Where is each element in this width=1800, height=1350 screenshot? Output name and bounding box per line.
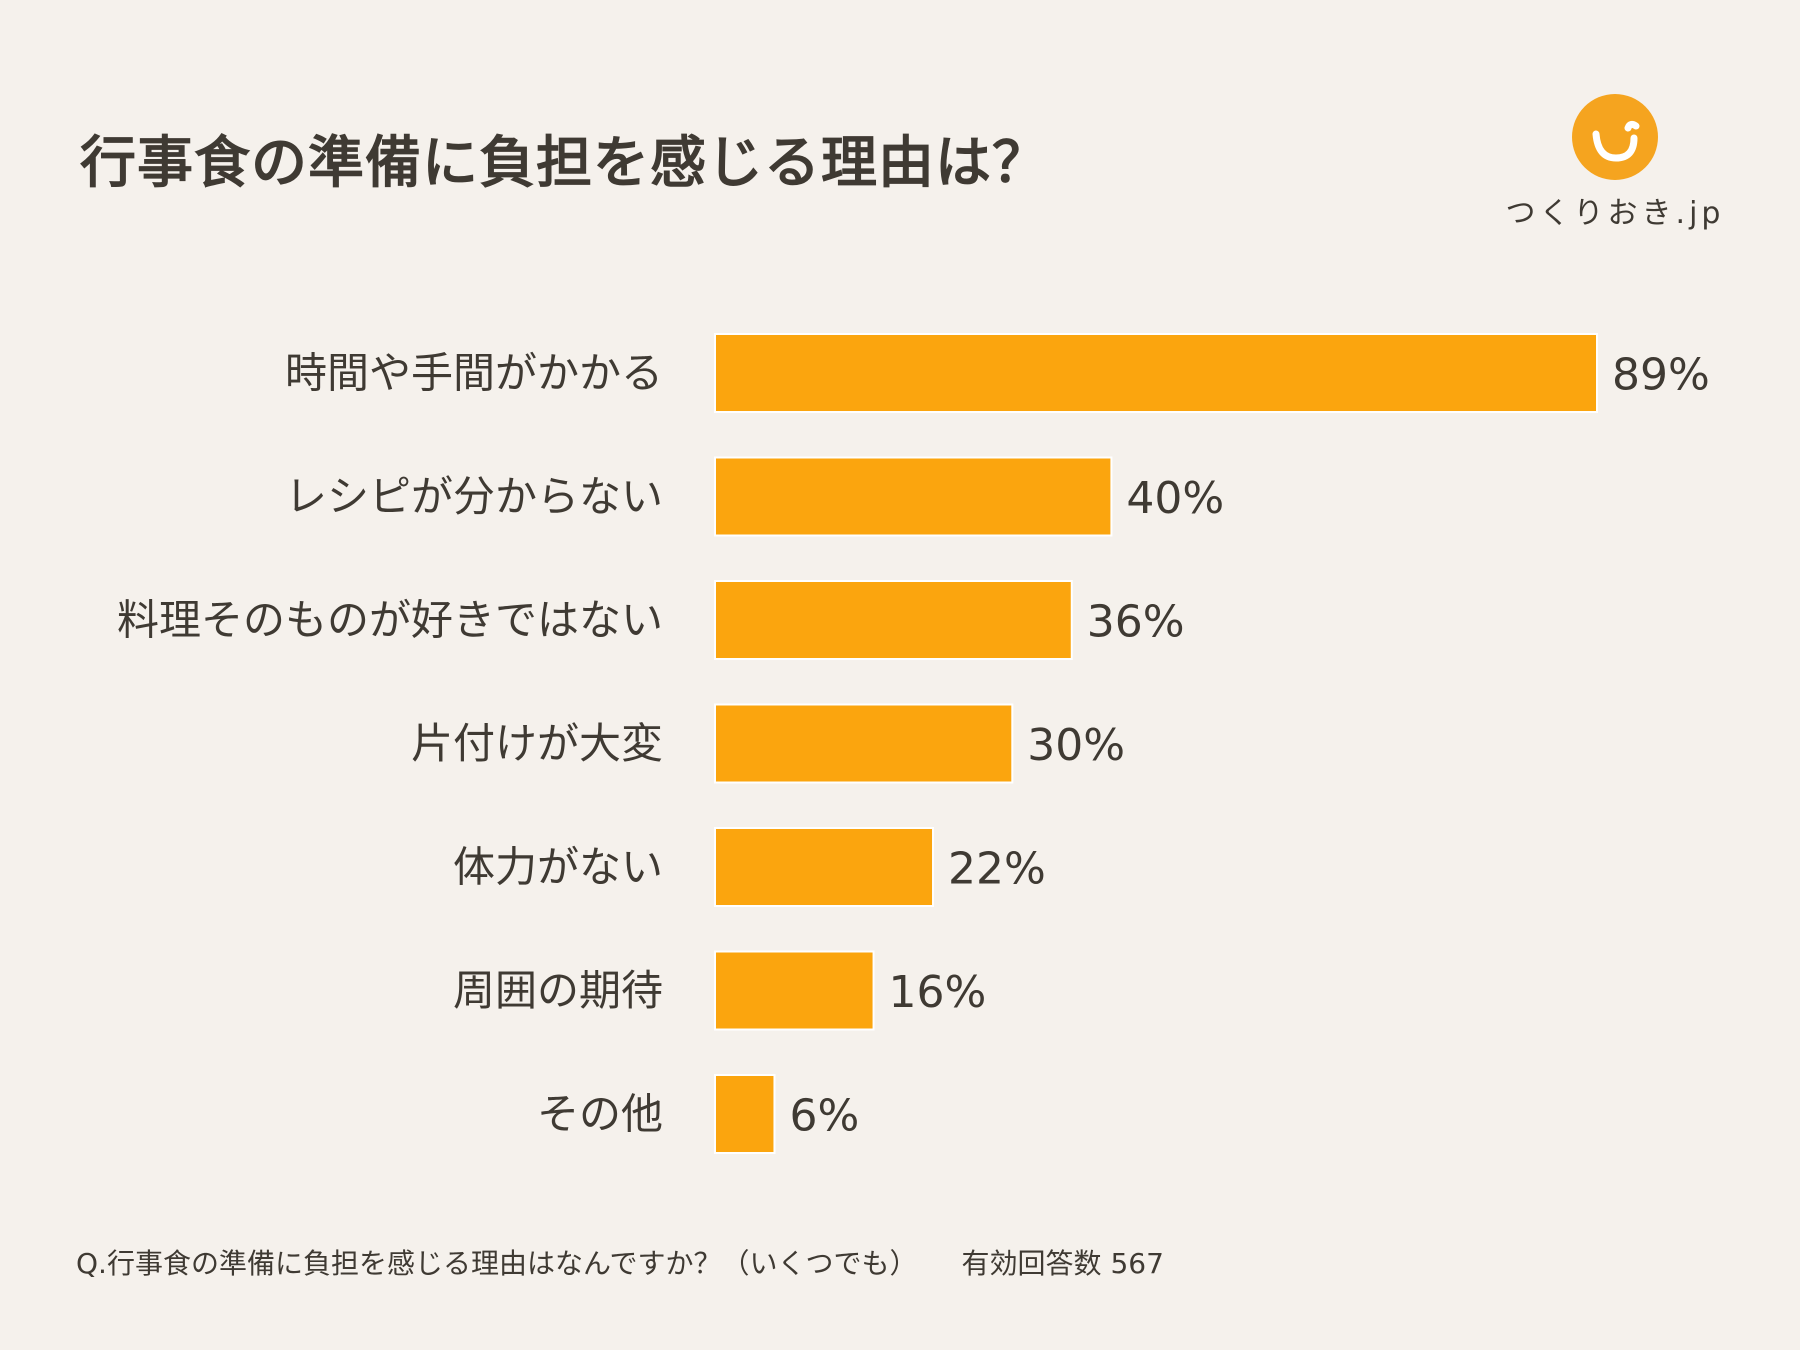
value-label: 22% (948, 844, 1046, 895)
bar (714, 703, 1014, 784)
response-count: 有効回答数 567 (961, 1247, 1164, 1280)
brand-logo: つくりおき.jp (1500, 92, 1730, 242)
bar (714, 580, 1073, 660)
bar (714, 456, 1113, 537)
value-label: 40% (1126, 473, 1224, 524)
category-label: 片付けが大変 (411, 719, 663, 768)
bar (714, 827, 935, 907)
value-label: 6% (789, 1091, 859, 1142)
footer-note: Q.行事食の準備に負担を感じる理由はなんですか？（いくつでも） 有効回答数 567 (76, 1242, 1164, 1282)
category-label: 時間や手間がかかる (285, 349, 663, 398)
bar (714, 950, 875, 1031)
category-label: 料理そのものが好きではない (117, 596, 663, 645)
smile-logo-icon (1572, 94, 1658, 180)
value-label: 30% (1027, 720, 1125, 771)
value-label: 36% (1087, 597, 1185, 648)
logo-text: つくりおき.jp (1505, 196, 1725, 231)
category-label: その他 (537, 1090, 663, 1139)
category-label: 周囲の期待 (453, 966, 663, 1015)
value-label: 89% (1612, 350, 1710, 401)
survey-question: Q.行事食の準備に負担を感じる理由はなんですか？（いくつでも） (76, 1247, 918, 1280)
category-label: 体力がない (453, 843, 663, 892)
value-label: 16% (889, 967, 987, 1018)
bar (714, 1074, 776, 1154)
chart-title: 行事食の準備に負担を感じる理由は？ (80, 131, 1049, 196)
category-label: レシピが分からない (285, 472, 663, 521)
bar (714, 333, 1598, 413)
